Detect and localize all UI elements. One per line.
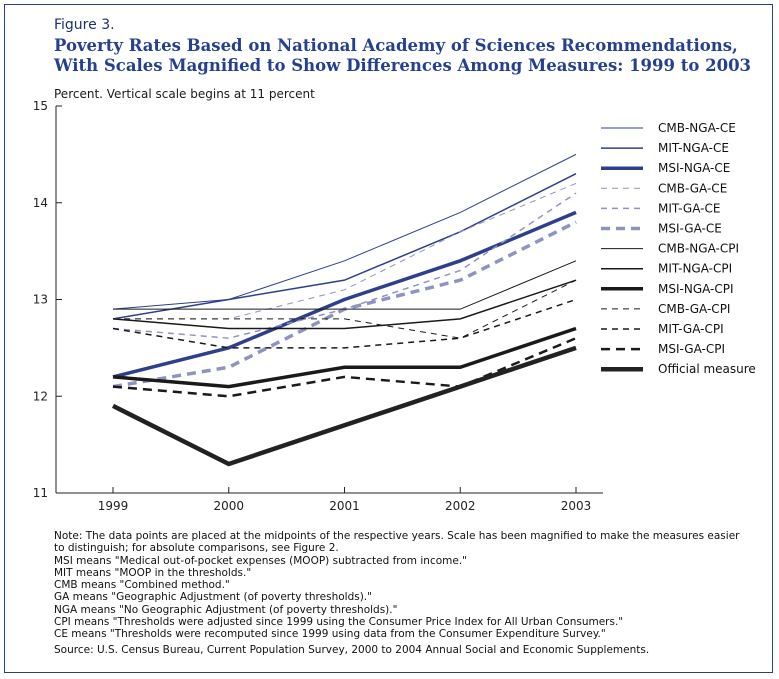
source-note: Source: U.S. Census Bureau, Current Popu… — [54, 643, 650, 656]
y-tick-label: 15 — [33, 99, 48, 113]
note-line: MSI means "Medical out-of-pocket expense… — [54, 554, 468, 567]
x-tick-label: 2001 — [329, 499, 360, 513]
figure-label: Figure 3. — [54, 17, 115, 33]
legend-label: CMB-GA-CE — [658, 181, 727, 195]
x-tick-label: 2002 — [445, 499, 476, 513]
note-line: CPI means "Thresholds were adjusted sinc… — [54, 616, 624, 629]
series-line-mit-nga-ce — [112, 173, 577, 320]
y-tick-label: 13 — [33, 293, 48, 307]
chart-title: Poverty Rates Based on National Academy … — [54, 36, 751, 76]
legend-label: MSI-NGA-CE — [658, 161, 730, 175]
x-tick-label: 1999 — [98, 499, 129, 513]
series-line-mit-ga-ce — [112, 192, 577, 339]
figure-frame — [4, 4, 773, 673]
series-line-msi-ga-cpi — [112, 337, 577, 398]
chart-title-line-1: Poverty Rates Based on National Academy … — [54, 36, 738, 55]
chart-notes: Note: The data points are placed at the … — [54, 530, 754, 656]
y-tick-label: 14 — [33, 196, 48, 210]
legend-label: MIT-GA-CE — [658, 201, 720, 215]
y-axis-unit-note: Percent. Vertical scale begins at 11 per… — [54, 87, 315, 101]
series-line-mit-ga-cpi — [112, 298, 577, 349]
note-line: CMB means "Combined method." — [54, 579, 230, 592]
note-line: to distinguish; for absolute comparisons… — [54, 542, 339, 555]
chart-title-line-2: With Scales Magnified to Show Difference… — [54, 56, 752, 75]
series-line-msi-ga-ce — [112, 220, 577, 389]
series-line-mit-nga-cpi — [112, 279, 577, 330]
legend-label: CMB-GA-CPI — [658, 302, 730, 316]
note-line: GA means "Geographic Adjustment (of pove… — [54, 591, 372, 604]
series-line-official-measure — [111, 345, 577, 467]
legend-label: CMB-NGA-CPI — [658, 242, 739, 256]
note-line: MIT means "MOOP in the thresholds." — [54, 566, 252, 579]
legend-label: MSI-GA-CPI — [658, 342, 725, 356]
series-line-msi-nga-ce — [112, 210, 577, 379]
legend-label: MSI-GA-CE — [658, 222, 722, 236]
y-tick-label: 12 — [33, 389, 48, 403]
series-line-msi-nga-cpi — [112, 326, 577, 389]
note-line: NGA means "No Geographic Adjustment (of … — [54, 603, 398, 616]
legend-label: MIT-NGA-CE — [658, 141, 729, 155]
legend-label: MIT-NGA-CPI — [658, 262, 732, 276]
series-line-cmb-nga-cpi — [113, 260, 577, 310]
y-tick-label: 11 — [33, 486, 48, 500]
series-line-cmb-ga-cpi — [113, 279, 577, 339]
legend-label: MIT-GA-CPI — [658, 322, 724, 336]
legend-label: CMB-NGA-CE — [658, 121, 736, 135]
legend-label: MSI-NGA-CPI — [658, 282, 734, 296]
note-line: CE means "Thresholds were recomputed sin… — [54, 628, 606, 641]
x-tick-label: 2003 — [561, 499, 592, 513]
x-tick-label: 2000 — [213, 499, 244, 513]
legend-label: Official measure — [658, 362, 756, 376]
series-line-cmb-nga-ce — [112, 153, 577, 310]
note-line: Note: The data points are placed at the … — [54, 530, 740, 542]
line-chart: 11 12 13 14 15 1999 2000 2001 2002 2003 CMB-NGA-CE… — [33, 99, 756, 513]
